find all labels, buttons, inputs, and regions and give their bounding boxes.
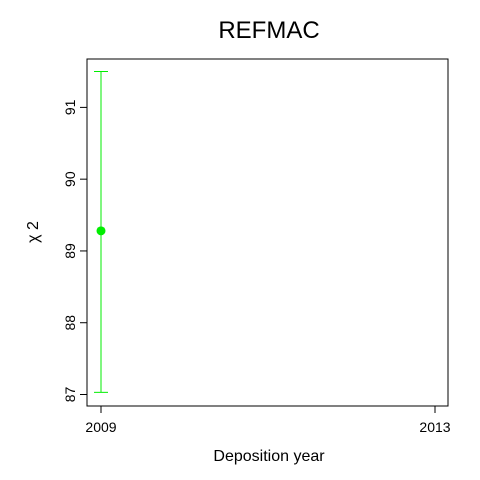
- chart-title: REFMAC: [218, 17, 319, 44]
- plot-frame: [86, 58, 449, 407]
- y-tick-label: 87: [62, 387, 78, 403]
- y-tick-label: 89: [62, 243, 78, 259]
- x-tick-label: 2013: [419, 419, 450, 435]
- y-axis: 87 88 89 90 91: [62, 99, 87, 402]
- x-axis: 2009 2013: [85, 406, 451, 435]
- y-axis-label: χ 2: [25, 221, 42, 243]
- y-tick-label: 90: [62, 171, 78, 187]
- x-tick-label: 2009: [85, 419, 116, 435]
- data-marks: [94, 71, 108, 393]
- y-tick-label: 88: [62, 315, 78, 331]
- data-point: [96, 226, 106, 236]
- y-tick-label: 91: [62, 99, 78, 115]
- x-axis-label: Deposition year: [213, 448, 325, 465]
